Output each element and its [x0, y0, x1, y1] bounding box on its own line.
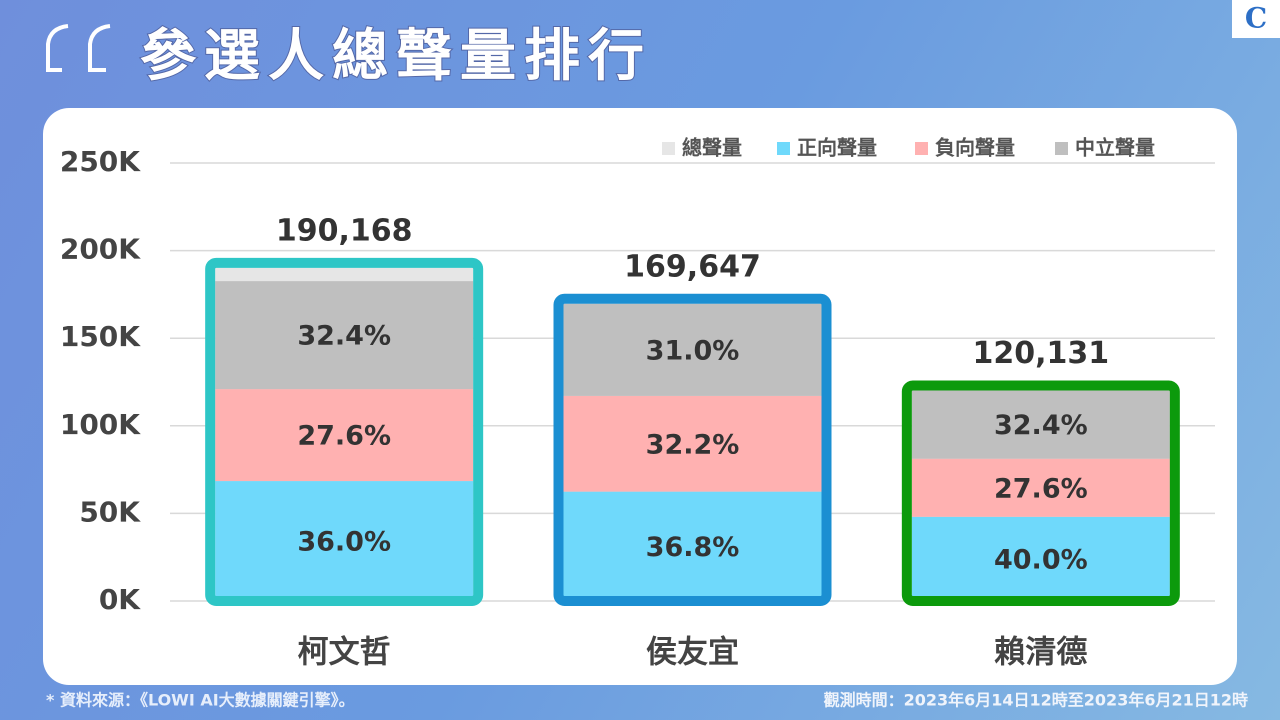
logo: C: [1245, 2, 1267, 35]
segment-label: 32.4%: [297, 321, 391, 352]
quote-mark: [46, 24, 111, 72]
segment: [215, 389, 474, 482]
x-tick-label: 柯文哲: [298, 635, 391, 671]
title: 參選人總聲量排行: [140, 24, 652, 89]
legend-swatch: [1055, 142, 1068, 155]
y-tick-label: 250K: [60, 145, 141, 178]
segment: [563, 395, 822, 492]
period-note: 觀測時間：2023年6月14日12時至2023年6月21日12時: [824, 691, 1248, 710]
segment-label: 36.0%: [297, 527, 391, 558]
legend-swatch: [915, 142, 928, 155]
legend-label: 總聲量: [682, 136, 742, 160]
segment: [911, 516, 1170, 601]
segment: [563, 303, 822, 396]
y-tick-label: 200K: [60, 233, 141, 266]
legend-swatch: [662, 142, 675, 155]
segment-label: 27.6%: [297, 421, 391, 452]
segment-label: 32.4%: [994, 410, 1088, 441]
segment-label: 32.2%: [646, 429, 740, 460]
y-tick-label: 150K: [60, 320, 141, 353]
segment-label: 36.8%: [646, 532, 740, 563]
total-label: 169,647: [624, 249, 761, 284]
legend-label: 中立聲量: [1075, 136, 1155, 160]
segment: [911, 458, 1170, 517]
total-outline: [205, 257, 484, 606]
x-tick-label: 侯友宜: [646, 635, 739, 671]
segment: [911, 390, 1170, 459]
x-tick-label: 賴清德: [994, 635, 1087, 671]
segment: [563, 491, 822, 601]
total-outline: [553, 293, 832, 606]
y-tick-label: 50K: [79, 495, 141, 528]
legend-label: 正向聲量: [797, 136, 877, 160]
segment-label: 27.6%: [994, 473, 1088, 504]
source-note: * 資料來源：《LOWI AI大數據關鍵引擎》。: [46, 691, 355, 710]
y-tick-label: 0K: [99, 583, 141, 616]
segment-label: 40.0%: [994, 544, 1088, 575]
total-label: 120,131: [973, 336, 1110, 371]
segment-label: 31.0%: [646, 335, 740, 366]
segment: [215, 481, 474, 601]
y-tick-label: 100K: [60, 408, 141, 441]
legend-label: 負向聲量: [935, 136, 1015, 160]
segment: [215, 281, 474, 390]
total-outline: [901, 380, 1180, 606]
legend-swatch: [777, 142, 790, 155]
logo-box: [1232, 0, 1280, 38]
total-label: 190,168: [276, 213, 413, 248]
